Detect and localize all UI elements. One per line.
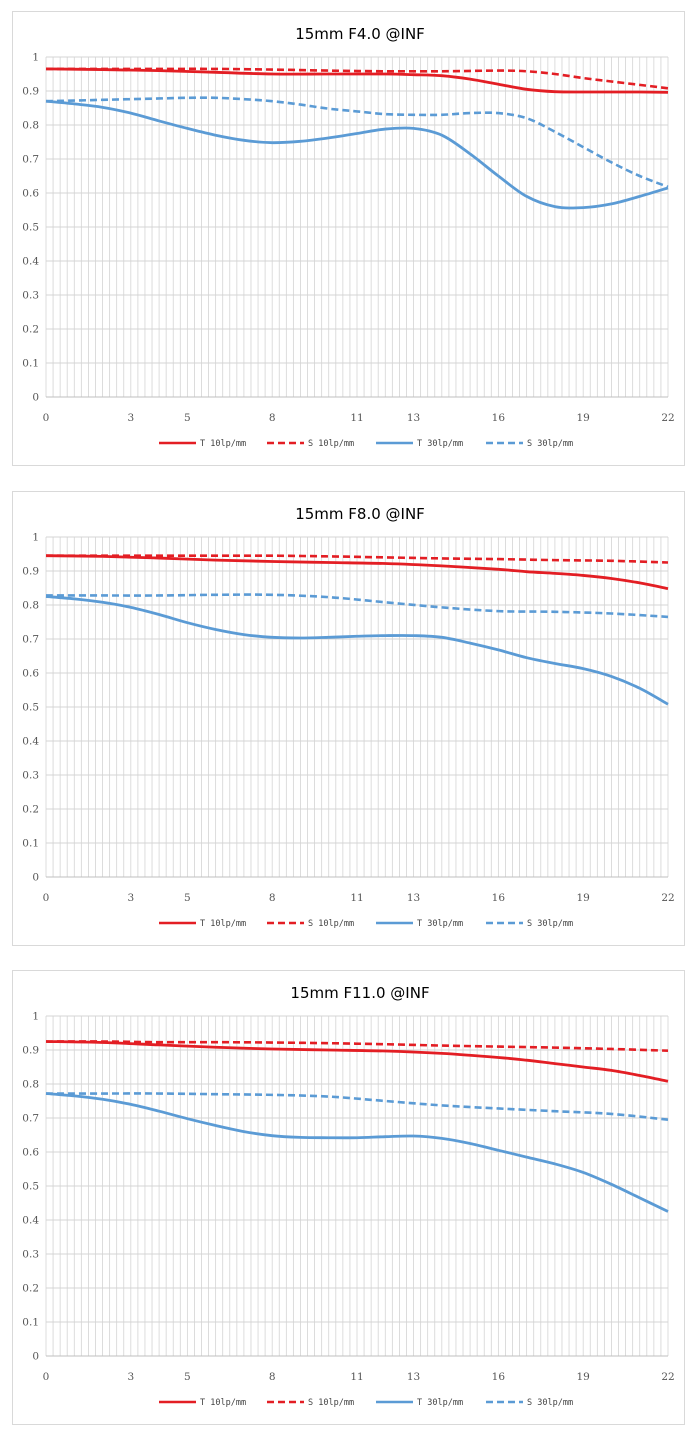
legend-label: T 30lp/mm (417, 439, 463, 449)
y-tick-label: 0.7 (22, 1113, 39, 1125)
y-tick-label: 1 (32, 532, 39, 544)
y-tick-label: 0.8 (22, 120, 39, 132)
y-tick-label: 0 (32, 1351, 39, 1363)
x-tick-label: 13 (407, 892, 420, 904)
x-tick-label: 16 (492, 412, 506, 424)
x-tick-label: 19 (576, 892, 589, 904)
chart-title: 15mm F4.0 @INF (295, 25, 425, 43)
y-tick-label: 0.9 (22, 566, 39, 578)
chart-title: 15mm F8.0 @INF (295, 505, 425, 523)
x-tick-label: 8 (269, 1371, 276, 1383)
series-line (45, 1092, 669, 1213)
mtf-chart-f8: 15mm F8.0 @INF 0 0.1 0.2 0.3 0.4 0.5 0.6 0.7 0.8 0… (22, 505, 674, 929)
legend-label: S 30lp/mm (527, 1398, 573, 1408)
y-tick-label: 0.6 (22, 1147, 39, 1159)
series-line (45, 593, 669, 619)
y-tick-label: 0.4 (22, 736, 39, 748)
series-line (45, 595, 669, 706)
y-tick-label: 0.6 (22, 188, 39, 200)
y-tick-label: 0.1 (22, 838, 39, 850)
series-line (46, 1092, 669, 1121)
x-tick-label: 11 (350, 892, 363, 904)
chart-panel-f4: 15mm F4.0 @INF 0 0.1 0.2 0.3 0.4 0.5 0.6 0.7 0.8 0… (12, 11, 685, 466)
legend-label: S 10lp/mm (308, 919, 354, 929)
grid (45, 56, 669, 398)
x-tick-label: 16 (492, 1371, 506, 1383)
y-tick-label: 0.7 (22, 154, 39, 166)
y-tick-label: 0.2 (22, 324, 39, 336)
series-line (45, 554, 669, 564)
y-tick-label: 0.2 (22, 1283, 39, 1295)
x-tick-label: 5 (184, 1371, 191, 1383)
y-tick-label: 0.3 (22, 1249, 39, 1261)
y-tick-label: 0.5 (22, 1181, 39, 1193)
y-tick-label: 0.1 (22, 1317, 39, 1329)
x-tick-label: 16 (492, 892, 506, 904)
y-tick-label: 0.3 (22, 290, 39, 302)
y-tick-label: 0 (32, 392, 39, 404)
legend-label: S 30lp/mm (527, 919, 573, 929)
x-tick-label: 0 (43, 1371, 50, 1383)
series-line (45, 67, 669, 94)
x-tick-label: 3 (127, 412, 134, 424)
series-line (45, 1040, 669, 1052)
series-line (45, 554, 669, 591)
x-tick-label: 13 (407, 1371, 420, 1383)
chart-panel-f11: 15mm F11.0 @INF 0 0.1 0.2 0.3 0.4 0.5 0.6 0.7 0.8… (12, 970, 685, 1425)
x-tick-label: 11 (350, 1371, 363, 1383)
x-tick-label: 5 (184, 892, 191, 904)
y-tick-label: 0.2 (22, 804, 39, 816)
x-tick-label: 19 (576, 412, 589, 424)
mtf-chart-f11: 15mm F11.0 @INF 0 0.1 0.2 0.3 0.4 0.5 0.6 0.7 0.8… (22, 984, 674, 1408)
legend-label: S 30lp/mm (527, 439, 573, 449)
y-tick-label: 0.8 (22, 600, 39, 612)
legend-label: T 10lp/mm (200, 1398, 246, 1408)
legend-label: T 30lp/mm (417, 919, 463, 929)
legend-label: S 10lp/mm (308, 439, 354, 449)
legend-label: T 30lp/mm (417, 1398, 463, 1408)
mtf-chart-f4: 15mm F4.0 @INF 0 0.1 0.2 0.3 0.4 0.5 0.6 0.7 0.8 0… (22, 25, 674, 449)
y-tick-label: 0.8 (22, 1079, 39, 1091)
y-tick-label: 0.4 (22, 1215, 39, 1227)
legend-label: T 10lp/mm (200, 919, 246, 929)
series-line (45, 1040, 669, 1083)
y-tick-label: 0.1 (22, 358, 39, 370)
grid (45, 1015, 669, 1357)
x-tick-label: 13 (407, 412, 420, 424)
chart-title: 15mm F11.0 @INF (290, 984, 429, 1002)
y-tick-label: 0.4 (22, 256, 39, 268)
x-tick-label: 0 (43, 412, 50, 424)
y-tick-label: 0.7 (22, 634, 39, 646)
x-tick-label: 3 (127, 892, 134, 904)
x-tick-label: 11 (350, 412, 363, 424)
x-tick-label: 22 (661, 412, 674, 424)
x-tick-label: 0 (43, 892, 50, 904)
x-tick-label: 22 (661, 892, 674, 904)
grid (45, 536, 669, 878)
y-tick-label: 0.5 (22, 702, 39, 714)
series-line (45, 99, 669, 210)
legend-label: S 10lp/mm (308, 1398, 354, 1408)
y-tick-label: 1 (32, 52, 39, 64)
y-tick-label: 0.3 (22, 770, 39, 782)
x-tick-label: 5 (184, 412, 191, 424)
series-line (45, 96, 669, 189)
y-tick-label: 1 (32, 1011, 39, 1023)
y-tick-label: 0.9 (22, 1045, 39, 1057)
y-tick-label: 0 (32, 872, 39, 884)
x-tick-label: 19 (576, 1371, 589, 1383)
legend-label: T 10lp/mm (200, 439, 246, 449)
y-tick-label: 0.9 (22, 86, 39, 98)
x-tick-label: 8 (269, 892, 276, 904)
x-tick-label: 8 (269, 412, 276, 424)
y-tick-label: 0.5 (22, 222, 39, 234)
y-tick-label: 0.6 (22, 668, 39, 680)
x-tick-label: 3 (127, 1371, 134, 1383)
chart-panel-f8: 15mm F8.0 @INF 0 0.1 0.2 0.3 0.4 0.5 0.6 0.7 0.8 0… (12, 491, 685, 946)
x-tick-label: 22 (661, 1371, 674, 1383)
